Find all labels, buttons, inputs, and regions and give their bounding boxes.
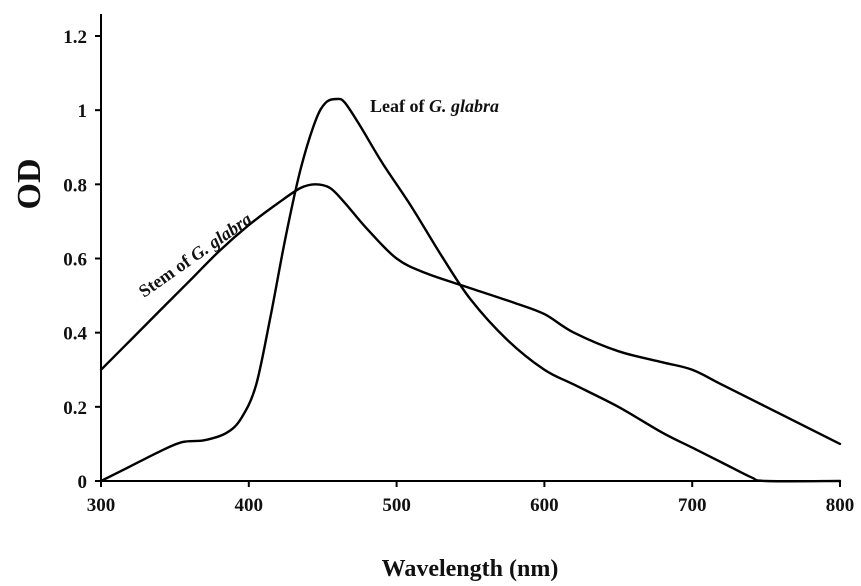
x-tick-label: 800 bbox=[826, 495, 855, 516]
x-axis-ticks: 300 400 500 600 700 800 bbox=[87, 481, 855, 516]
stem-series-line bbox=[99, 183, 842, 446]
y-tick-label: 0.8 bbox=[63, 175, 87, 196]
x-tick-label: 300 bbox=[87, 495, 116, 516]
y-tick-label: 0 bbox=[78, 472, 88, 493]
x-tick-label: 500 bbox=[382, 495, 411, 516]
y-tick-label: 0.2 bbox=[63, 398, 87, 419]
y-tick-label: 1.2 bbox=[63, 27, 87, 48]
y-tick-label: 0.6 bbox=[63, 250, 87, 271]
x-axis-title: Wavelength (nm) bbox=[382, 556, 559, 582]
series-label-stem-prefix: Stem of bbox=[135, 249, 198, 302]
x-tick-label: 400 bbox=[235, 495, 264, 516]
series-label-leaf: Leaf of G. glabra bbox=[370, 96, 499, 116]
x-tick-label: 600 bbox=[530, 495, 559, 516]
y-tick-label: 1 bbox=[78, 101, 88, 122]
series-curves bbox=[99, 97, 842, 483]
y-axis-title: OD bbox=[11, 159, 48, 210]
x-tick-label: 700 bbox=[678, 495, 707, 516]
series-label-stem-italic: G. glabra bbox=[186, 209, 255, 266]
series-label-leaf-italic: G. glabra bbox=[429, 96, 499, 116]
leaf-series-line bbox=[99, 97, 842, 483]
series-label-leaf-prefix: Leaf of bbox=[370, 96, 429, 116]
y-axis-ticks: 0 0.2 0.4 0.6 0.8 1 1.2 bbox=[63, 27, 101, 493]
y-tick-label: 0.4 bbox=[63, 324, 87, 345]
series-label-stem: Stem of G. glabra bbox=[135, 209, 255, 302]
